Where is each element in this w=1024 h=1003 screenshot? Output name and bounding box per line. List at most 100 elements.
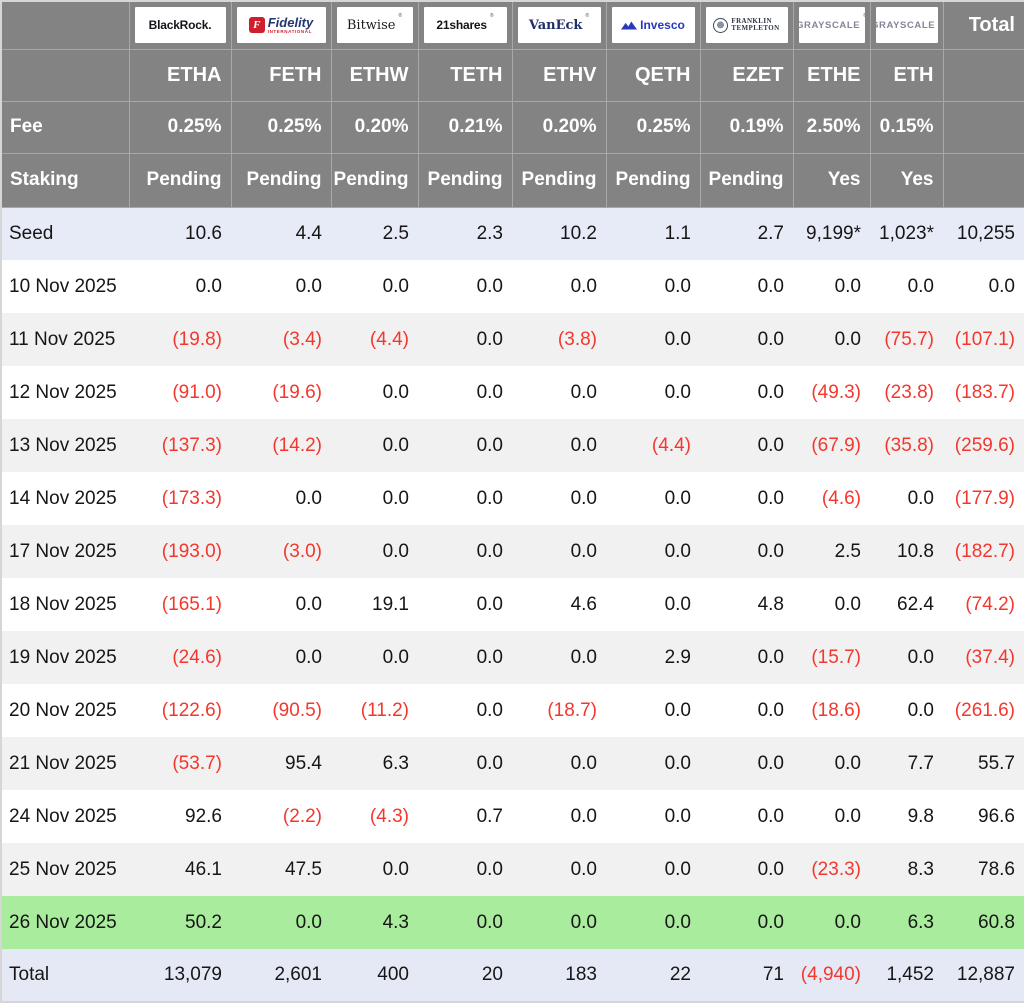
row-label: 10 Nov 2025: [9, 275, 117, 297]
value-cell: (183.7): [954, 381, 1015, 403]
staking-value: Pending: [699, 152, 794, 208]
value-cell: 0.0: [664, 858, 691, 880]
fee-value: 0.15%: [869, 100, 944, 154]
value-cell: (14.2): [272, 434, 322, 456]
value-cell: (49.3): [811, 381, 861, 403]
staking-header-row: Staking Pending Pending Pending Pending …: [0, 152, 1024, 208]
value-cell: 0.0: [834, 752, 861, 774]
fee-value: 0.20%: [330, 100, 419, 154]
ticker-eth: ETH: [869, 48, 944, 102]
value-cell: 400: [377, 964, 409, 985]
column-grayscale-eth: GRAYSCALE ®: [869, 0, 944, 50]
empty-header-cell: [0, 48, 130, 102]
value-cell: (261.6): [954, 699, 1015, 721]
value-cell: 0.0: [295, 593, 322, 615]
empty-header-cell: [942, 48, 1024, 102]
grayscale-logo: GRAYSCALE ®: [798, 7, 865, 44]
fee-value: 0.25%: [605, 100, 701, 154]
table-row: 24 Nov 2025 92.6 (2.2) (4.3) 0.7 0.0 0.0 0.0 0.0…: [1, 790, 1024, 843]
value-cell: (75.7): [884, 328, 934, 350]
staking-value: Pending: [605, 152, 701, 208]
21shares-logo-text: 21shares: [436, 18, 487, 33]
value-cell: (24.6): [172, 646, 222, 668]
registered-mark-icon: ®: [398, 13, 403, 20]
value-cell: (2.2): [282, 805, 322, 827]
fidelity-f-icon: F: [248, 17, 265, 34]
value-cell: 0.0: [664, 911, 691, 933]
value-cell: (4.4): [369, 328, 409, 350]
value-cell: (4.3): [369, 805, 409, 827]
table-row: 10 Nov 2025 0.0 0.0 0.0 0.0 0.0 0.0 0.0 0.0 0.0 0.…: [1, 260, 1024, 313]
value-cell: 12,887: [956, 964, 1015, 985]
value-cell: 0.0: [757, 381, 784, 403]
value-cell: 4.3: [382, 911, 409, 933]
value-cell: 0.0: [664, 699, 691, 721]
value-cell: (18.7): [547, 699, 597, 721]
value-cell: (15.7): [811, 646, 861, 668]
empty-corner-cell: [0, 0, 130, 50]
value-cell: 0.0: [757, 540, 784, 562]
value-cell: 0.7: [476, 805, 503, 827]
value-cell: 78.6: [978, 858, 1015, 880]
value-cell: (67.9): [811, 434, 861, 456]
value-cell: (19.8): [172, 328, 222, 350]
franklin-seal-icon: [713, 17, 729, 33]
value-cell: (193.0): [161, 540, 222, 562]
ticker-ethv: ETHV: [511, 48, 607, 102]
value-cell: 0.0: [757, 858, 784, 880]
value-cell: 50.2: [185, 911, 222, 933]
fee-value: 0.19%: [699, 100, 794, 154]
value-cell: 1.1: [664, 222, 691, 244]
column-invesco: Invesco: [605, 0, 701, 50]
value-cell: 0.0: [570, 434, 597, 456]
ticker-header-row: ETHA FETH ETHW TETH ETHV QETH EZET ETHE …: [0, 48, 1024, 102]
table-row: 12 Nov 2025 (91.0) (19.6) 0.0 0.0 0.0 0.0 0.0 (4…: [1, 366, 1024, 419]
value-cell: (137.3): [161, 434, 222, 456]
row-label: Total: [9, 964, 50, 985]
value-cell: 0.0: [988, 275, 1015, 297]
value-cell: 0.0: [476, 275, 503, 297]
ticker-qeth: QETH: [605, 48, 701, 102]
value-cell: (18.6): [811, 699, 861, 721]
value-cell: (74.2): [965, 593, 1015, 615]
value-cell: 0.0: [570, 275, 597, 297]
value-cell: 6.3: [907, 911, 934, 933]
value-cell: 0.0: [757, 487, 784, 509]
value-cell: 0.0: [907, 275, 934, 297]
value-cell: 7.7: [907, 752, 934, 774]
vaneck-logo-text: VanEck: [528, 17, 583, 33]
value-cell: 10.8: [897, 540, 934, 562]
value-cell: 2.5: [382, 222, 409, 244]
table-row: 11 Nov 2025 (19.8) (3.4) (4.4) 0.0 (3.8) 0.0 0.…: [1, 313, 1024, 366]
value-cell: 96.6: [978, 805, 1015, 827]
value-cell: 55.7: [978, 752, 1015, 774]
value-cell: 0.0: [476, 646, 503, 668]
value-cell: (35.8): [884, 434, 934, 456]
registered-mark-icon: ®: [863, 13, 864, 19]
value-cell: (182.7): [954, 540, 1015, 562]
value-cell: (91.0): [172, 381, 222, 403]
value-cell: 0.0: [476, 699, 503, 721]
value-cell: 6.3: [382, 752, 409, 774]
registered-mark-icon: ®: [489, 13, 494, 20]
table-row: 20 Nov 2025 (122.6) (90.5) (11.2) 0.0 (18.7) 0…: [1, 684, 1024, 737]
staking-value: Pending: [230, 152, 332, 208]
value-cell: 8.3: [907, 858, 934, 880]
value-cell: 0.0: [664, 805, 691, 827]
row-label: 13 Nov 2025: [9, 434, 117, 456]
row-label: 24 Nov 2025: [9, 805, 117, 827]
total-row: Total 13,079 2,601 400 20 183 22 71 (4,940) 1,452…: [1, 949, 1024, 1002]
table-row: 19 Nov 2025 (24.6) 0.0 0.0 0.0 0.0 2.9 0.0 (15.7…: [1, 631, 1024, 684]
value-cell: 0.0: [664, 381, 691, 403]
value-cell: 1,023*: [879, 222, 934, 244]
value-cell: (37.4): [965, 646, 1015, 668]
value-cell: 10.6: [185, 222, 222, 244]
value-cell: 0.0: [476, 911, 503, 933]
fee-header-row: Fee 0.25% 0.25% 0.20% 0.21% 0.20% 0.25% …: [0, 100, 1024, 154]
logo-header-row: BlackRock. F Fidelity INTERNATIONAL Bitw…: [0, 0, 1024, 50]
value-cell: 47.5: [285, 858, 322, 880]
value-cell: 0.0: [570, 752, 597, 774]
table-body: Seed 10.6 4.4 2.5 2.3 10.2 1.1 2.7 9,199* 1,023* 1…: [1, 207, 1024, 1002]
value-cell: 0.0: [570, 858, 597, 880]
staking-value: Pending: [128, 152, 232, 208]
